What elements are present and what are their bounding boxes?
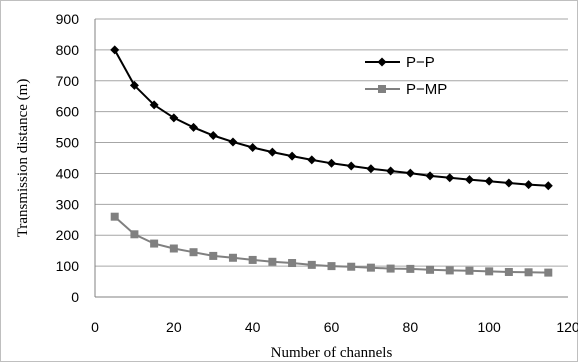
data-point xyxy=(228,137,238,147)
data-point xyxy=(504,178,514,188)
data-point xyxy=(268,257,277,266)
data-point xyxy=(129,80,139,90)
x-tick-label-120: 120 xyxy=(556,319,578,335)
data-point xyxy=(327,158,336,168)
y-tick-label-200: 200 xyxy=(56,227,80,243)
data-point xyxy=(386,264,395,273)
legend-pp-diamond-marker xyxy=(377,57,387,67)
data-point xyxy=(386,166,396,176)
x-tick-label-60: 60 xyxy=(324,319,340,335)
data-point xyxy=(485,267,494,276)
legend-pmp-label: P−MP xyxy=(406,81,447,98)
data-point xyxy=(209,251,218,260)
data-point xyxy=(426,265,435,274)
x-tick-label-80: 80 xyxy=(403,319,419,335)
data-point xyxy=(425,171,435,181)
x-tick-label-0: 0 xyxy=(91,319,99,335)
data-point xyxy=(267,147,277,157)
x-tick-labels: 0 20 40 60 80 100 120 xyxy=(91,319,578,335)
data-point xyxy=(149,100,159,110)
data-point xyxy=(346,161,356,171)
gridlines xyxy=(95,18,568,267)
series-pmp xyxy=(110,212,553,277)
data-point xyxy=(248,255,257,264)
data-point xyxy=(465,266,474,275)
data-point xyxy=(347,262,356,271)
y-tick-label-600: 600 xyxy=(56,104,80,120)
data-point xyxy=(484,176,494,186)
data-point xyxy=(287,151,297,161)
data-point xyxy=(208,130,218,140)
data-point xyxy=(110,212,119,221)
legend-pmp-square-marker xyxy=(378,85,386,93)
data-point xyxy=(189,122,199,132)
data-point xyxy=(464,175,474,185)
legend-pp-label: P−P xyxy=(406,54,435,71)
data-point xyxy=(150,239,159,248)
x-axis-title: Number of channels xyxy=(271,345,393,361)
data-point xyxy=(445,173,455,183)
series-pp xyxy=(110,45,553,191)
y-tick-label-100: 100 xyxy=(56,258,80,274)
data-point xyxy=(543,181,553,191)
x-tick-label-100: 100 xyxy=(477,319,501,335)
data-point xyxy=(544,268,553,277)
data-point xyxy=(169,244,178,253)
y-tick-label-800: 800 xyxy=(56,42,80,58)
data-point xyxy=(307,155,317,165)
x-tick-label-40: 40 xyxy=(245,319,261,335)
data-point xyxy=(406,264,415,273)
data-point xyxy=(307,260,316,269)
data-point xyxy=(504,267,513,276)
y-tick-label-500: 500 xyxy=(56,135,80,151)
data-point xyxy=(248,142,258,152)
data-point xyxy=(189,248,198,257)
y-tick-labels: 0 100 200 300 400 500 600 700 800 900 xyxy=(56,11,80,305)
data-point xyxy=(366,164,376,174)
y-tick-label-900: 900 xyxy=(56,11,80,27)
y-tick-label-300: 300 xyxy=(56,196,80,212)
y-axis-title: Transmission distance (m) xyxy=(15,79,31,238)
data-point xyxy=(169,113,179,123)
data-point xyxy=(130,230,139,239)
y-tick-label-700: 700 xyxy=(56,73,80,89)
data-point xyxy=(405,168,415,178)
data-point xyxy=(366,263,375,272)
data-point xyxy=(524,180,534,190)
data-point xyxy=(110,45,120,55)
data-point xyxy=(327,262,336,271)
data-point xyxy=(524,268,533,277)
series-group xyxy=(110,45,553,277)
y-tick-label-400: 400 xyxy=(56,165,80,181)
legend: P−P P−MP xyxy=(365,54,447,98)
data-point xyxy=(288,259,297,268)
data-point xyxy=(228,253,237,262)
x-tick-label-20: 20 xyxy=(166,319,182,335)
y-tick-label-0: 0 xyxy=(71,289,79,305)
data-point xyxy=(445,266,454,275)
